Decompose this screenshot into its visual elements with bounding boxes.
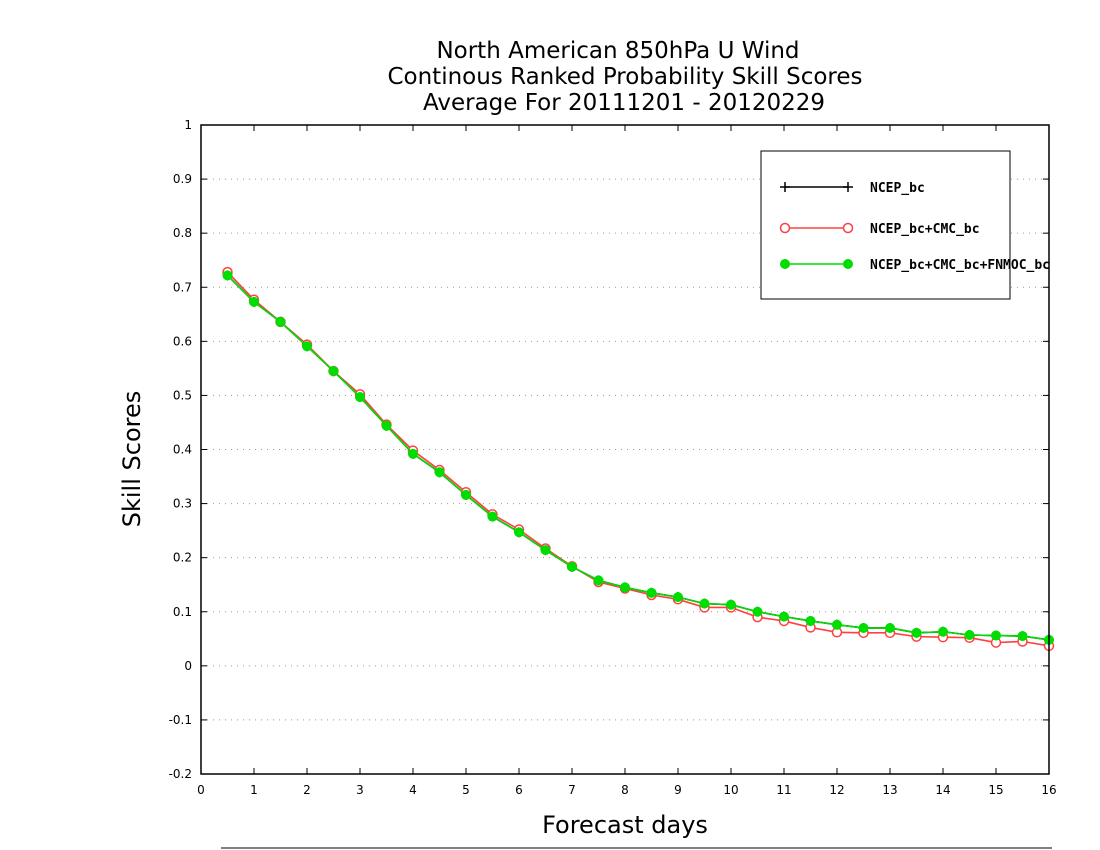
- data-point: [646, 587, 657, 598]
- x-axis-ticks: 0 1 2 3 4 5 6 7 8 9 10 11 12 13 14 15 16: [197, 125, 1057, 797]
- x-tick-label: 9: [674, 783, 682, 797]
- y-tick-label: 0.6: [173, 334, 192, 348]
- title-line-2: Continous Ranked Probability Skill Score…: [387, 64, 862, 90]
- data-point: [673, 592, 683, 603]
- series-3: [222, 270, 1054, 645]
- x-tick-label: 10: [723, 783, 738, 797]
- x-tick-label: 14: [935, 783, 950, 797]
- data-point: [540, 545, 551, 556]
- legend-marker: [780, 182, 790, 192]
- y-tick-label: 0.2: [173, 551, 192, 565]
- data-point: [408, 448, 418, 459]
- legend-marker: [842, 222, 854, 234]
- y-tick-label: 1: [184, 118, 192, 132]
- data-point: [885, 622, 895, 633]
- series-line: [226, 274, 1050, 641]
- data-point: [381, 420, 392, 431]
- data-point: [938, 626, 948, 637]
- legend-marker: [843, 259, 853, 269]
- x-axis-title: Forecast days: [542, 811, 708, 839]
- data-point: [302, 341, 312, 352]
- x-tick-label: 13: [882, 783, 897, 797]
- data-point: [249, 296, 259, 307]
- series-2: [222, 266, 1055, 652]
- x-tick-label: 15: [988, 783, 1003, 797]
- y-axis-ticks: -0.2 -0.1 0 0.1 0.2 0.3 0.4 0.5 0.6 0.7 0.8 0.9 1: [169, 118, 1049, 781]
- data-point: [355, 392, 365, 403]
- y-tick-label: 0.9: [173, 172, 192, 186]
- data-point: [779, 611, 789, 622]
- data-point: [726, 599, 736, 610]
- x-tick-label: 16: [1041, 783, 1056, 797]
- y-tick-label: -0.1: [169, 713, 192, 727]
- data-point: [222, 270, 233, 281]
- data-point: [752, 606, 763, 617]
- legend-item: NCEP_bc+CMC_bc: [779, 222, 980, 237]
- data-point: [434, 467, 445, 478]
- data-point: [461, 489, 471, 500]
- legend-box: [760, 150, 1011, 300]
- x-tick-label: 0: [197, 783, 205, 797]
- y-tick-label: 0.4: [173, 443, 192, 457]
- legend-marker: [779, 222, 791, 234]
- legend-item: NCEP_bc+CMC_bc+FNMOC_bc: [780, 258, 1050, 273]
- legend-marker: [843, 182, 853, 192]
- legend: NCEP_bc NCEP_bc+CMC_bc NCEP_bc+CMC_bc+FNMO…: [760, 150, 1050, 300]
- data-point: [487, 511, 498, 522]
- legend-marker: [780, 259, 790, 269]
- series-1: [222, 270, 1054, 645]
- data-point: [964, 630, 975, 641]
- x-tick-label: 6: [515, 783, 523, 797]
- x-tick-label: 5: [462, 783, 470, 797]
- y-tick-label: 0.7: [173, 280, 192, 294]
- y-tick-label: 0.3: [173, 497, 192, 511]
- y-tick-label: 0: [184, 659, 192, 673]
- x-tick-label: 8: [621, 783, 629, 797]
- legend-label: NCEP_bc+CMC_bc: [870, 222, 980, 237]
- y-tick-label: 0.5: [173, 388, 192, 402]
- data-point: [1017, 631, 1028, 642]
- data-point: [858, 622, 869, 633]
- data-point: [911, 627, 922, 638]
- y-axis-title: Skill Scores: [118, 391, 146, 528]
- y-tick-label: 0.8: [173, 226, 192, 240]
- x-tick-label: 11: [776, 783, 791, 797]
- x-tick-label: 12: [829, 783, 844, 797]
- title-line-3: Average For 20111201 - 20120229: [423, 90, 825, 116]
- data-point: [832, 619, 842, 630]
- data-point: [567, 561, 577, 572]
- x-tick-label: 3: [356, 783, 364, 797]
- data-point: [593, 575, 604, 586]
- data-point: [620, 582, 630, 593]
- legend-label: NCEP_bc: [870, 181, 925, 196]
- series-line: [226, 274, 1050, 641]
- legend-label: NCEP_bc+CMC_bc+FNMOC_bc: [870, 258, 1050, 273]
- data-point: [328, 366, 339, 377]
- data-point: [699, 598, 710, 609]
- x-tick-label: 4: [409, 783, 417, 797]
- data-point: [275, 316, 286, 327]
- plot-frame: [200, 124, 1050, 775]
- data-point: [805, 615, 816, 626]
- x-tick-label: 2: [303, 783, 311, 797]
- title-line-1: North American 850hPa U Wind: [436, 38, 799, 64]
- x-tick-label: 7: [568, 783, 576, 797]
- legend-item: NCEP_bc: [780, 181, 925, 196]
- x-tick-label: 1: [250, 783, 258, 797]
- series-layer: [222, 266, 1055, 652]
- y-tick-label: -0.2: [169, 767, 192, 781]
- y-tick-label: 0.1: [173, 605, 192, 619]
- chart-title: North American 850hPa U Wind Continous R…: [387, 38, 862, 116]
- data-point: [991, 630, 1001, 641]
- data-point: [514, 527, 524, 538]
